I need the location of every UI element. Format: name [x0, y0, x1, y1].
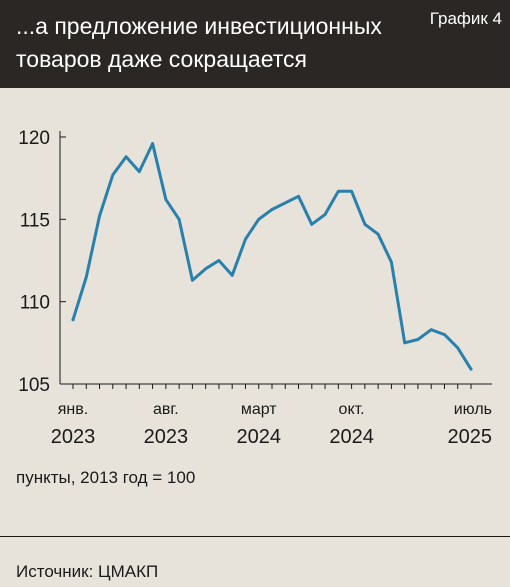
- data-point: [403, 341, 407, 345]
- data-point: [429, 328, 433, 332]
- data-point: [151, 142, 155, 145]
- data-point: [177, 217, 181, 221]
- source-note: Источник: ЦМАКП: [16, 562, 159, 581]
- data-point: [363, 222, 367, 226]
- x-tick-label-month: янв.: [58, 401, 88, 418]
- x-tick-label-month: окт.: [339, 401, 365, 418]
- data-point: [443, 333, 446, 336]
- x-tick-label-month: март: [241, 401, 277, 418]
- chart-title-line-2: товаров даже сокращается: [16, 46, 307, 72]
- figure-number: График 4: [429, 9, 502, 28]
- data-point: [390, 260, 393, 264]
- data-point: [111, 173, 115, 177]
- y-tick-label: 110: [20, 293, 50, 314]
- footer-divider: [0, 536, 510, 537]
- header-bar: ...а предложение инвестиционных товаров …: [0, 0, 510, 88]
- data-point: [191, 278, 194, 282]
- x-tick-label-month: июль: [454, 401, 492, 418]
- data-point: [376, 232, 380, 236]
- data-point: [297, 194, 300, 198]
- series-line: [71, 142, 473, 371]
- data-point: [124, 155, 128, 159]
- x-tick-label-year: 2023: [51, 426, 96, 448]
- data-point: [283, 201, 287, 205]
- y-tick-label: 115: [20, 210, 50, 231]
- data-point: [230, 273, 234, 277]
- data-point: [336, 189, 340, 193]
- data-point: [323, 212, 327, 216]
- data-point: [456, 346, 460, 350]
- data-point: [204, 267, 208, 271]
- data-point: [416, 338, 420, 341]
- data-point: [350, 189, 353, 193]
- data-point: [244, 237, 247, 241]
- y-tick-label: 120: [18, 128, 50, 149]
- data-point: [469, 367, 473, 371]
- data-point: [164, 198, 168, 201]
- chart-title-line-1: ...а предложение инвестиционных: [16, 13, 382, 39]
- data-point: [84, 275, 88, 279]
- line-chart: 105 110 115 120 янв. 2023 авг. 2023 март 2024 окт.…: [18, 128, 493, 448]
- x-tick-label-month: авг.: [153, 401, 179, 418]
- data-point: [217, 259, 221, 262]
- data-point: [257, 217, 261, 221]
- data-point: [98, 214, 101, 218]
- x-tick-label-year: 2024: [236, 426, 281, 448]
- data-point: [310, 222, 314, 226]
- data-point: [270, 208, 274, 211]
- x-tick-label-year: 2024: [329, 426, 374, 448]
- chart-title: ...а предложение инвестиционных товаров …: [16, 10, 396, 76]
- units-note: пункты, 2013 год = 100: [16, 468, 196, 487]
- x-tick-label-year: 2023: [144, 426, 189, 448]
- data-point: [71, 318, 75, 322]
- y-tick-label: 105: [18, 375, 50, 396]
- x-tick-label-year: 2025: [448, 426, 493, 448]
- data-point: [137, 170, 141, 173]
